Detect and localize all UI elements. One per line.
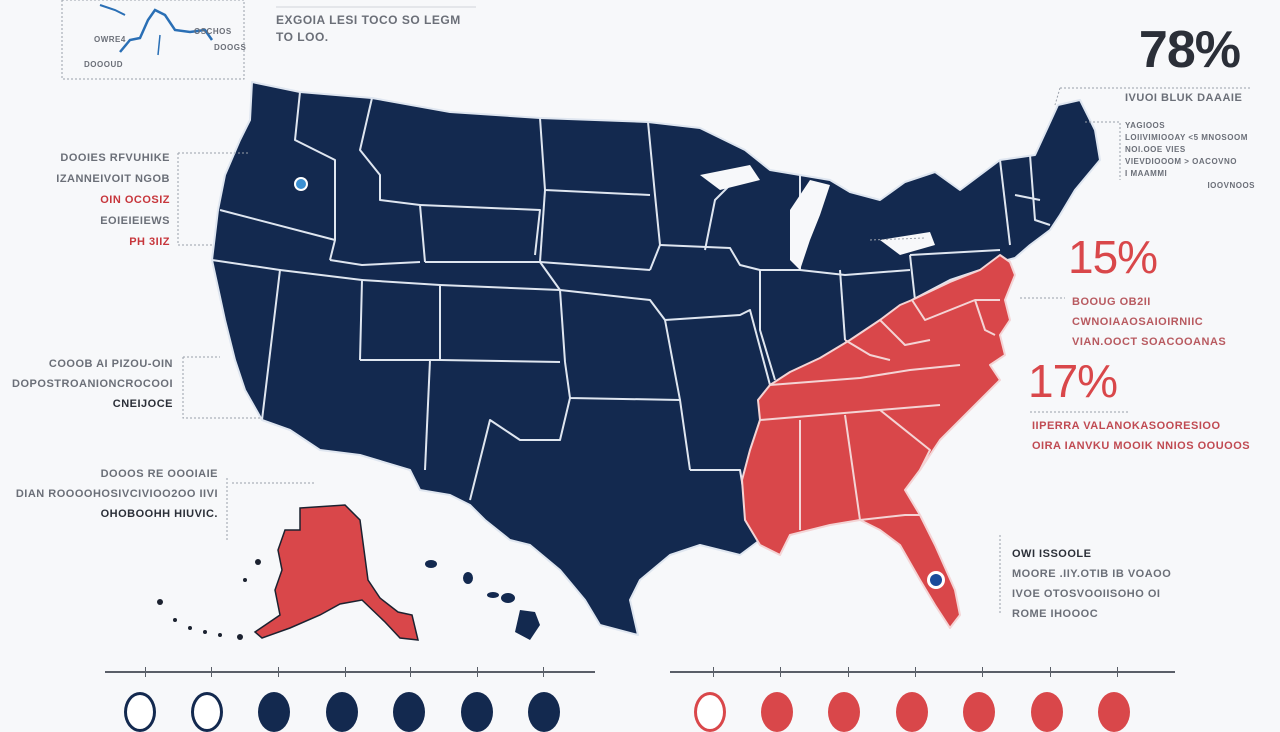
stat-line: YAGIOOS [1125,121,1166,130]
stat-navy: 78% [1120,21,1241,79]
stat-red-ne-lines: BOOUG OB2II CWNOIAAOSAIOIRNIIC VIAN.OOCT… [1072,292,1226,352]
tick [278,667,279,677]
red-scale-dot-filled [828,692,860,732]
tick [780,667,781,677]
red-scale-dot-filled [1031,692,1063,732]
tick [145,667,146,677]
callout-line: OWI ISSOOLE [1012,548,1092,560]
header-subtitle: EXGOIA LESI TOCO SO LEGM TO LOO. [276,13,461,44]
tick [1117,667,1118,677]
callout-line: ROME IHOOOC [1012,608,1099,620]
stat-line: IOOVNOOS [1207,181,1255,190]
stat-line: CWNOIAAOSAIOIRNIIC [1072,316,1204,328]
red-scale-dot-filled [896,692,928,732]
tick [848,667,849,677]
stat-line: IIPERRA VALANOKASOORESIOO [1032,420,1221,432]
tick [915,667,916,677]
header-divider [276,6,476,8]
florida-marker-icon [927,571,945,589]
alaska [253,504,419,641]
red-region [741,254,1016,629]
tick [982,667,983,677]
tick [477,667,478,677]
callout-line: CNEIJOCE [112,398,173,410]
stat-line: LOIIVIMIOOAY <5 MNOSOOM [1125,133,1248,142]
navy-scale-dot-empty [191,692,223,732]
navy-scale-dot-filled [528,692,560,732]
red-scale-dot-filled [761,692,793,732]
aleutian-islands [157,559,261,640]
navy-scale-dot-filled [393,692,425,732]
red-scale-dot-filled [1098,692,1130,732]
callout-line: DOOIES RFVUHIKE [60,152,170,164]
callout-line: COOOB AI PIZOU-OIN [48,358,173,370]
inset-label: OSCHOS [194,27,232,36]
stat-line: I MAAMMI [1125,169,1168,178]
inset-label: DOOGS [214,43,247,52]
callout-florida: OWI ISSOOLE MOORE .IIY.OTIB IB VOAOO IVO… [1012,544,1187,624]
red-scale-dot-filled [963,692,995,732]
navy-scale-dot-empty [124,692,156,732]
callout-line: DOOOS RE OOOIAIE [100,468,218,480]
stat-navy-lines: YAGIOOS LOIIVIMIOOAY <5 MNOSOOM NOI.OOE … [1125,120,1255,192]
callout-line: MOORE .IIY.OTIB IB VOAOO [1012,568,1172,580]
tick [345,667,346,677]
stat-line: OIRA IANVKU MOOIK NNIOS OOUOOS [1032,440,1251,452]
inset-map [61,0,245,80]
stat-line: VIAN.OOCT SOACOOANAS [1072,336,1227,348]
stat-line: VIEVDIOOOM > OACOVNO [1125,157,1238,166]
navy-scale-dot-filled [461,692,493,732]
red-scale-dot-empty [694,692,726,732]
callout-line: IZANNEIVOIT NGOB [56,173,170,185]
navy-scale-dot-filled [258,692,290,732]
callout-line: DIAN ROOOOHOSIVCIVIOO2OO IIVI [15,488,218,500]
stat-navy-value: 78% [1138,21,1241,79]
callout-lines [177,87,1250,615]
oregon-marker-icon [294,177,308,191]
stat-line: BOOUG OB2II [1072,296,1151,308]
red-scale-axis [670,667,1175,677]
inset-label: DOOOUD [84,60,123,69]
stat-red-se-lines: IIPERRA VALANOKASOORESIOO OIRA IANVKU MO… [1032,416,1250,456]
callout-line: DOPOSTROANIONCROCOOI [12,378,173,390]
callout-line: OIN OCOSIZ [100,194,170,206]
callout-line: OHOBOOHH HIUVIC. [100,508,218,520]
tick [211,667,212,677]
callout-line: PH 3IIZ [129,236,170,248]
stat-line: NOI.OOE VIES [1125,145,1186,154]
stat-red-ne-value: 15% [1068,231,1158,283]
tick [410,667,411,677]
tick [1050,667,1051,677]
tick [543,667,544,677]
callout-line: IVOE OTOSVOOIISOHO OI [1012,588,1161,600]
callout-line: EOIEIEIEWS [100,215,170,227]
hawaii [425,560,540,640]
callout-left-top: DOOIES RFVUHIKE IZANNEIVOIT NGOB OIN OCO… [20,148,170,253]
inset-label: OWRE4 [94,35,126,44]
callout-left-bottom: DOOOS RE OOOIAIE DIAN ROOOOHOSIVCIVIOO2O… [0,464,218,524]
stat-navy-caption: IVUOI BLUK DAAAIE [1125,92,1243,104]
navy-scale-axis [105,667,595,677]
header-block: EXGOIA LESI TOCO SO LEGM TO LOO. [276,6,476,46]
callout-left-middle: COOOB AI PIZOU-OIN DOPOSTROANIONCROCOOI … [10,354,173,414]
stat-red-se-value: 17% [1028,355,1118,407]
navy-region [211,81,1101,636]
navy-scale-dot-filled [326,692,358,732]
tick [713,667,714,677]
